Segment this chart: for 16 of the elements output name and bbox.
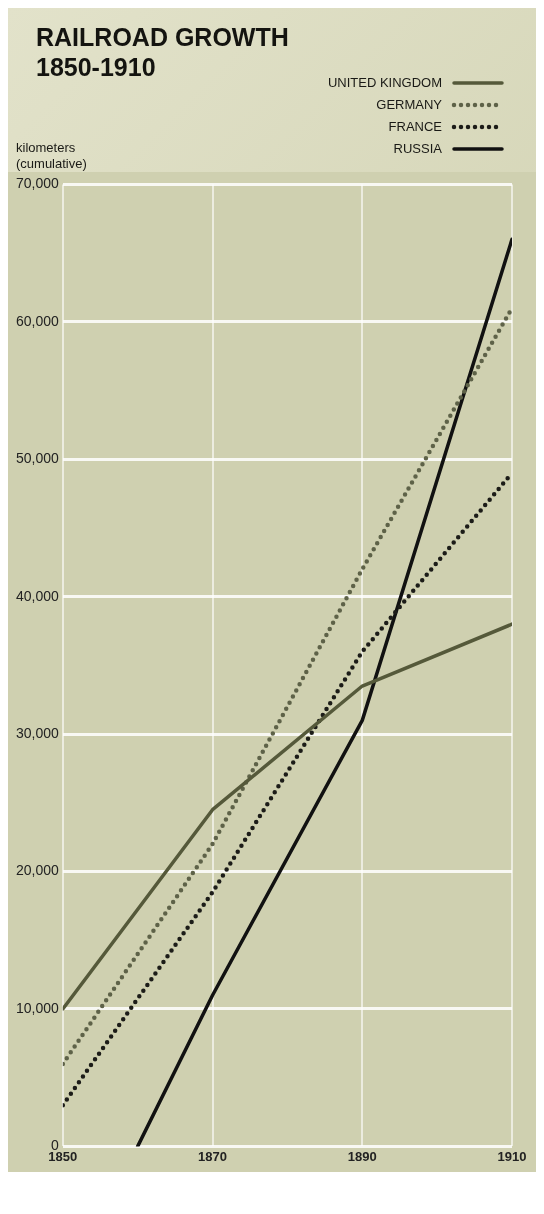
x-tick-label: 1910 bbox=[497, 1148, 527, 1164]
y-tick-label: 10,000 bbox=[15, 999, 60, 1016]
legend-label: GERMANY bbox=[376, 96, 442, 114]
y-tick-label: 70,000 bbox=[15, 175, 60, 192]
y-tick-label: 40,000 bbox=[15, 587, 60, 604]
y-tick-label: 30,000 bbox=[15, 724, 60, 741]
y-axis-title: kilometers (cumulative) bbox=[16, 140, 87, 171]
x-tick-label: 1870 bbox=[198, 1148, 228, 1164]
legend-label: UNITED KINGDOM bbox=[327, 74, 442, 92]
y-tick-label: 50,000 bbox=[15, 450, 60, 467]
chart-title: RAILROAD GROWTH 1850-1910 bbox=[36, 23, 289, 81]
y-tick-label: 60,000 bbox=[15, 312, 60, 329]
legend-label: FRANCE bbox=[388, 118, 442, 136]
legend-label: RUSSIA bbox=[393, 140, 442, 158]
x-tick-label: 1890 bbox=[347, 1148, 377, 1164]
y-tick-label: 20,000 bbox=[15, 862, 60, 879]
